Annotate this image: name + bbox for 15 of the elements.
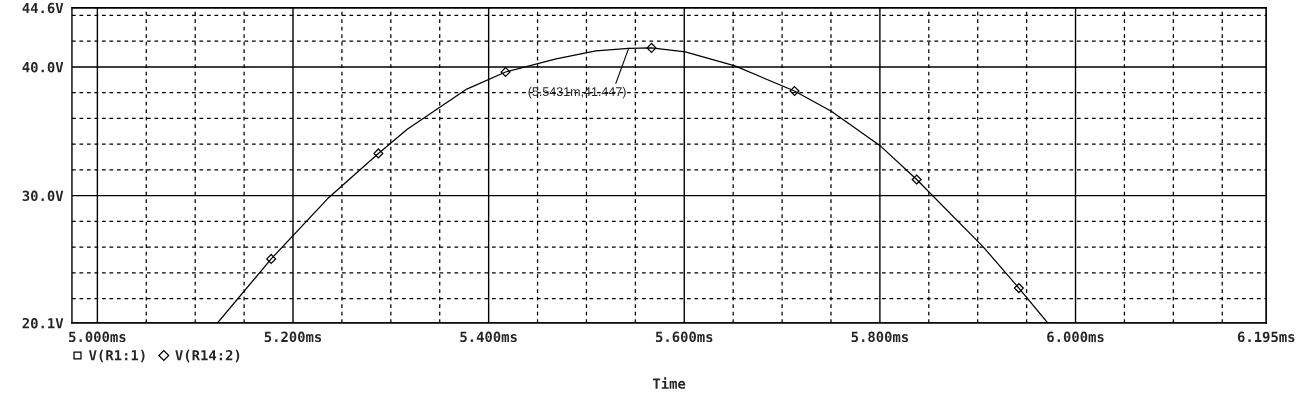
x-tick-label: 6.195ms bbox=[1237, 331, 1295, 343]
x-tick-label: 5.200ms bbox=[264, 331, 322, 343]
x-axis-title: Time bbox=[652, 377, 686, 389]
y-tick-label: 30.0V bbox=[22, 190, 64, 202]
x-tick-label: 5.400ms bbox=[460, 331, 517, 343]
y-tick-label: 20.1V bbox=[22, 317, 64, 329]
x-tick-label: 5.600ms bbox=[655, 331, 713, 343]
y-tick-label: 44.6V bbox=[22, 2, 64, 14]
annotation: (5.5431m,41.447) bbox=[528, 86, 626, 99]
legend-label: V(R14:2) bbox=[175, 349, 240, 363]
y-tick-label: 40.0V bbox=[22, 61, 64, 73]
x-tick-label: 5.000ms bbox=[69, 331, 126, 343]
legend-label: V(R1:1) bbox=[89, 349, 145, 363]
x-tick-label: 5.800ms bbox=[851, 331, 909, 343]
x-tick-label: 6.000ms bbox=[1047, 331, 1104, 343]
